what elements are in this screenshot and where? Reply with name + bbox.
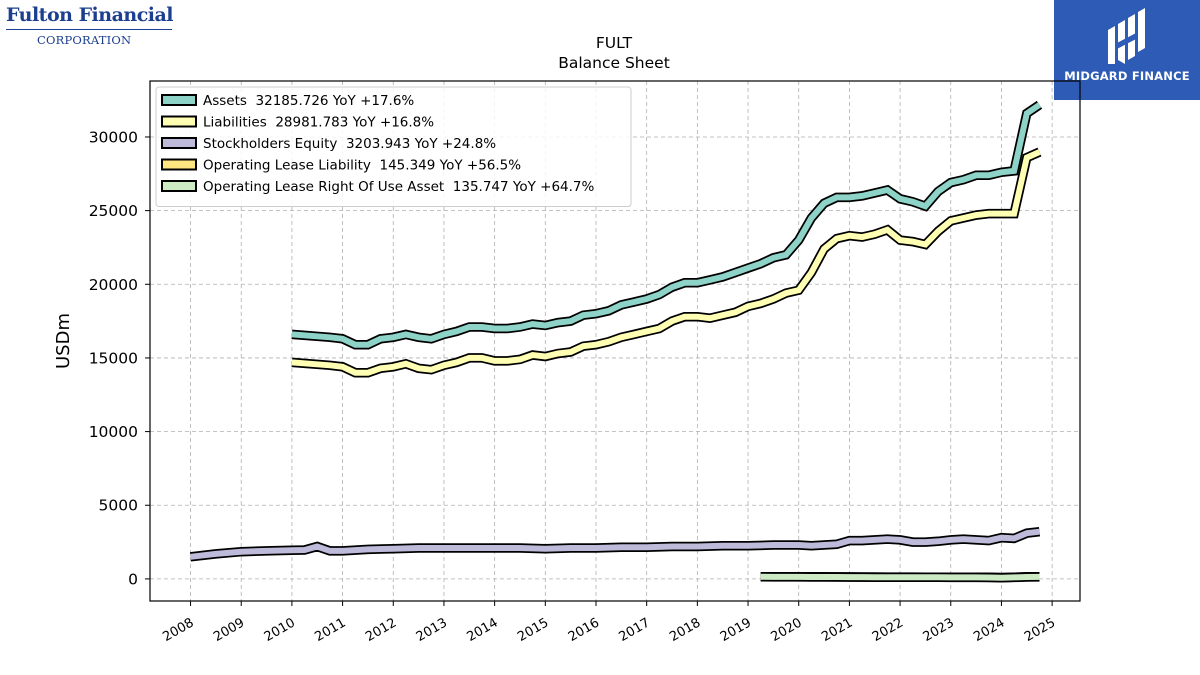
x-tick-label: 2015 (515, 615, 551, 645)
legend-label: Operating Lease Liability 145.349 YoY +5… (203, 158, 521, 174)
x-tick-label: 2009 (211, 615, 247, 645)
y-tick-label: 30000 (89, 128, 138, 146)
x-tick-label: 2014 (464, 615, 500, 645)
series-line (291, 149, 1041, 376)
legend-swatch (161, 115, 197, 128)
legend-label: Operating Lease Right Of Use Asset 135.7… (203, 179, 595, 195)
x-tick-label: 2019 (718, 615, 754, 645)
midgard-mark-icon (1108, 8, 1145, 64)
y-tick-label: 15000 (89, 349, 138, 367)
logo-left-rule (6, 29, 172, 30)
x-tick-label: 2022 (870, 615, 906, 645)
logo-right-name: MIDGARD FINANCE (1064, 69, 1190, 83)
x-tick-label: 2020 (769, 615, 805, 645)
x-tick-label: 2024 (971, 615, 1007, 645)
legend-swatch (161, 158, 197, 171)
chart-title: FULT (596, 34, 633, 52)
series-line (760, 573, 1040, 581)
x-tick-label: 2016 (566, 615, 602, 645)
legend: Assets 32185.726 YoY +17.6% Liabilities 2… (155, 86, 632, 207)
y-tick-label: 5000 (99, 497, 138, 515)
legend-label: Liabilities 28981.783 YoY +16.8% (203, 115, 434, 131)
x-tick-label: 2023 (921, 615, 957, 645)
x-tick-label: 2011 (312, 615, 348, 645)
logo-left-line1: Fulton Financial (6, 4, 174, 26)
plot-frame (149, 80, 1081, 602)
y-tick-label: 20000 (89, 276, 138, 294)
x-tick-label: 2010 (262, 615, 298, 645)
x-tick-label: 2025 (1022, 615, 1058, 645)
midgard-finance-logo: MIDGARD FINANCE (1054, 0, 1200, 100)
x-tick-label: 2012 (363, 615, 399, 645)
legend-box (155, 86, 632, 207)
x-tick-label: 2021 (819, 615, 855, 645)
logo-left-line2: CORPORATION (37, 33, 132, 47)
x-tick-label: 2018 (667, 615, 703, 645)
y-axis-label: USDm (53, 313, 74, 369)
y-tick-label: 25000 (89, 202, 138, 220)
series-line (291, 102, 1042, 348)
series-layer (189, 100, 1043, 583)
x-tick-label: 2017 (617, 615, 653, 645)
chart-subtitle: Balance Sheet (558, 54, 670, 72)
x-tick-label: 2008 (160, 615, 196, 645)
legend-swatch (161, 137, 197, 149)
fulton-financial-logo: Fulton Financial CORPORATION (6, 4, 174, 47)
legend-swatch (161, 94, 197, 106)
y-tick-label: 0 (128, 570, 138, 588)
y-tick-label: 10000 (89, 423, 138, 441)
series-line (190, 528, 1040, 560)
legend-label: Stockholders Equity 3203.943 YoY +24.8% (203, 136, 496, 152)
legend-swatch (161, 180, 197, 192)
x-axis: 2008 2009 2010 2011 2012 2013 2014 2015 2016 2017… (160, 601, 1058, 645)
legend-label: Assets 32185.726 YoY +17.6% (203, 93, 414, 109)
x-tick-label: 2013 (414, 615, 450, 645)
y-axis: 0 5000 10000 15000 20000 25000 30000 (89, 128, 150, 588)
